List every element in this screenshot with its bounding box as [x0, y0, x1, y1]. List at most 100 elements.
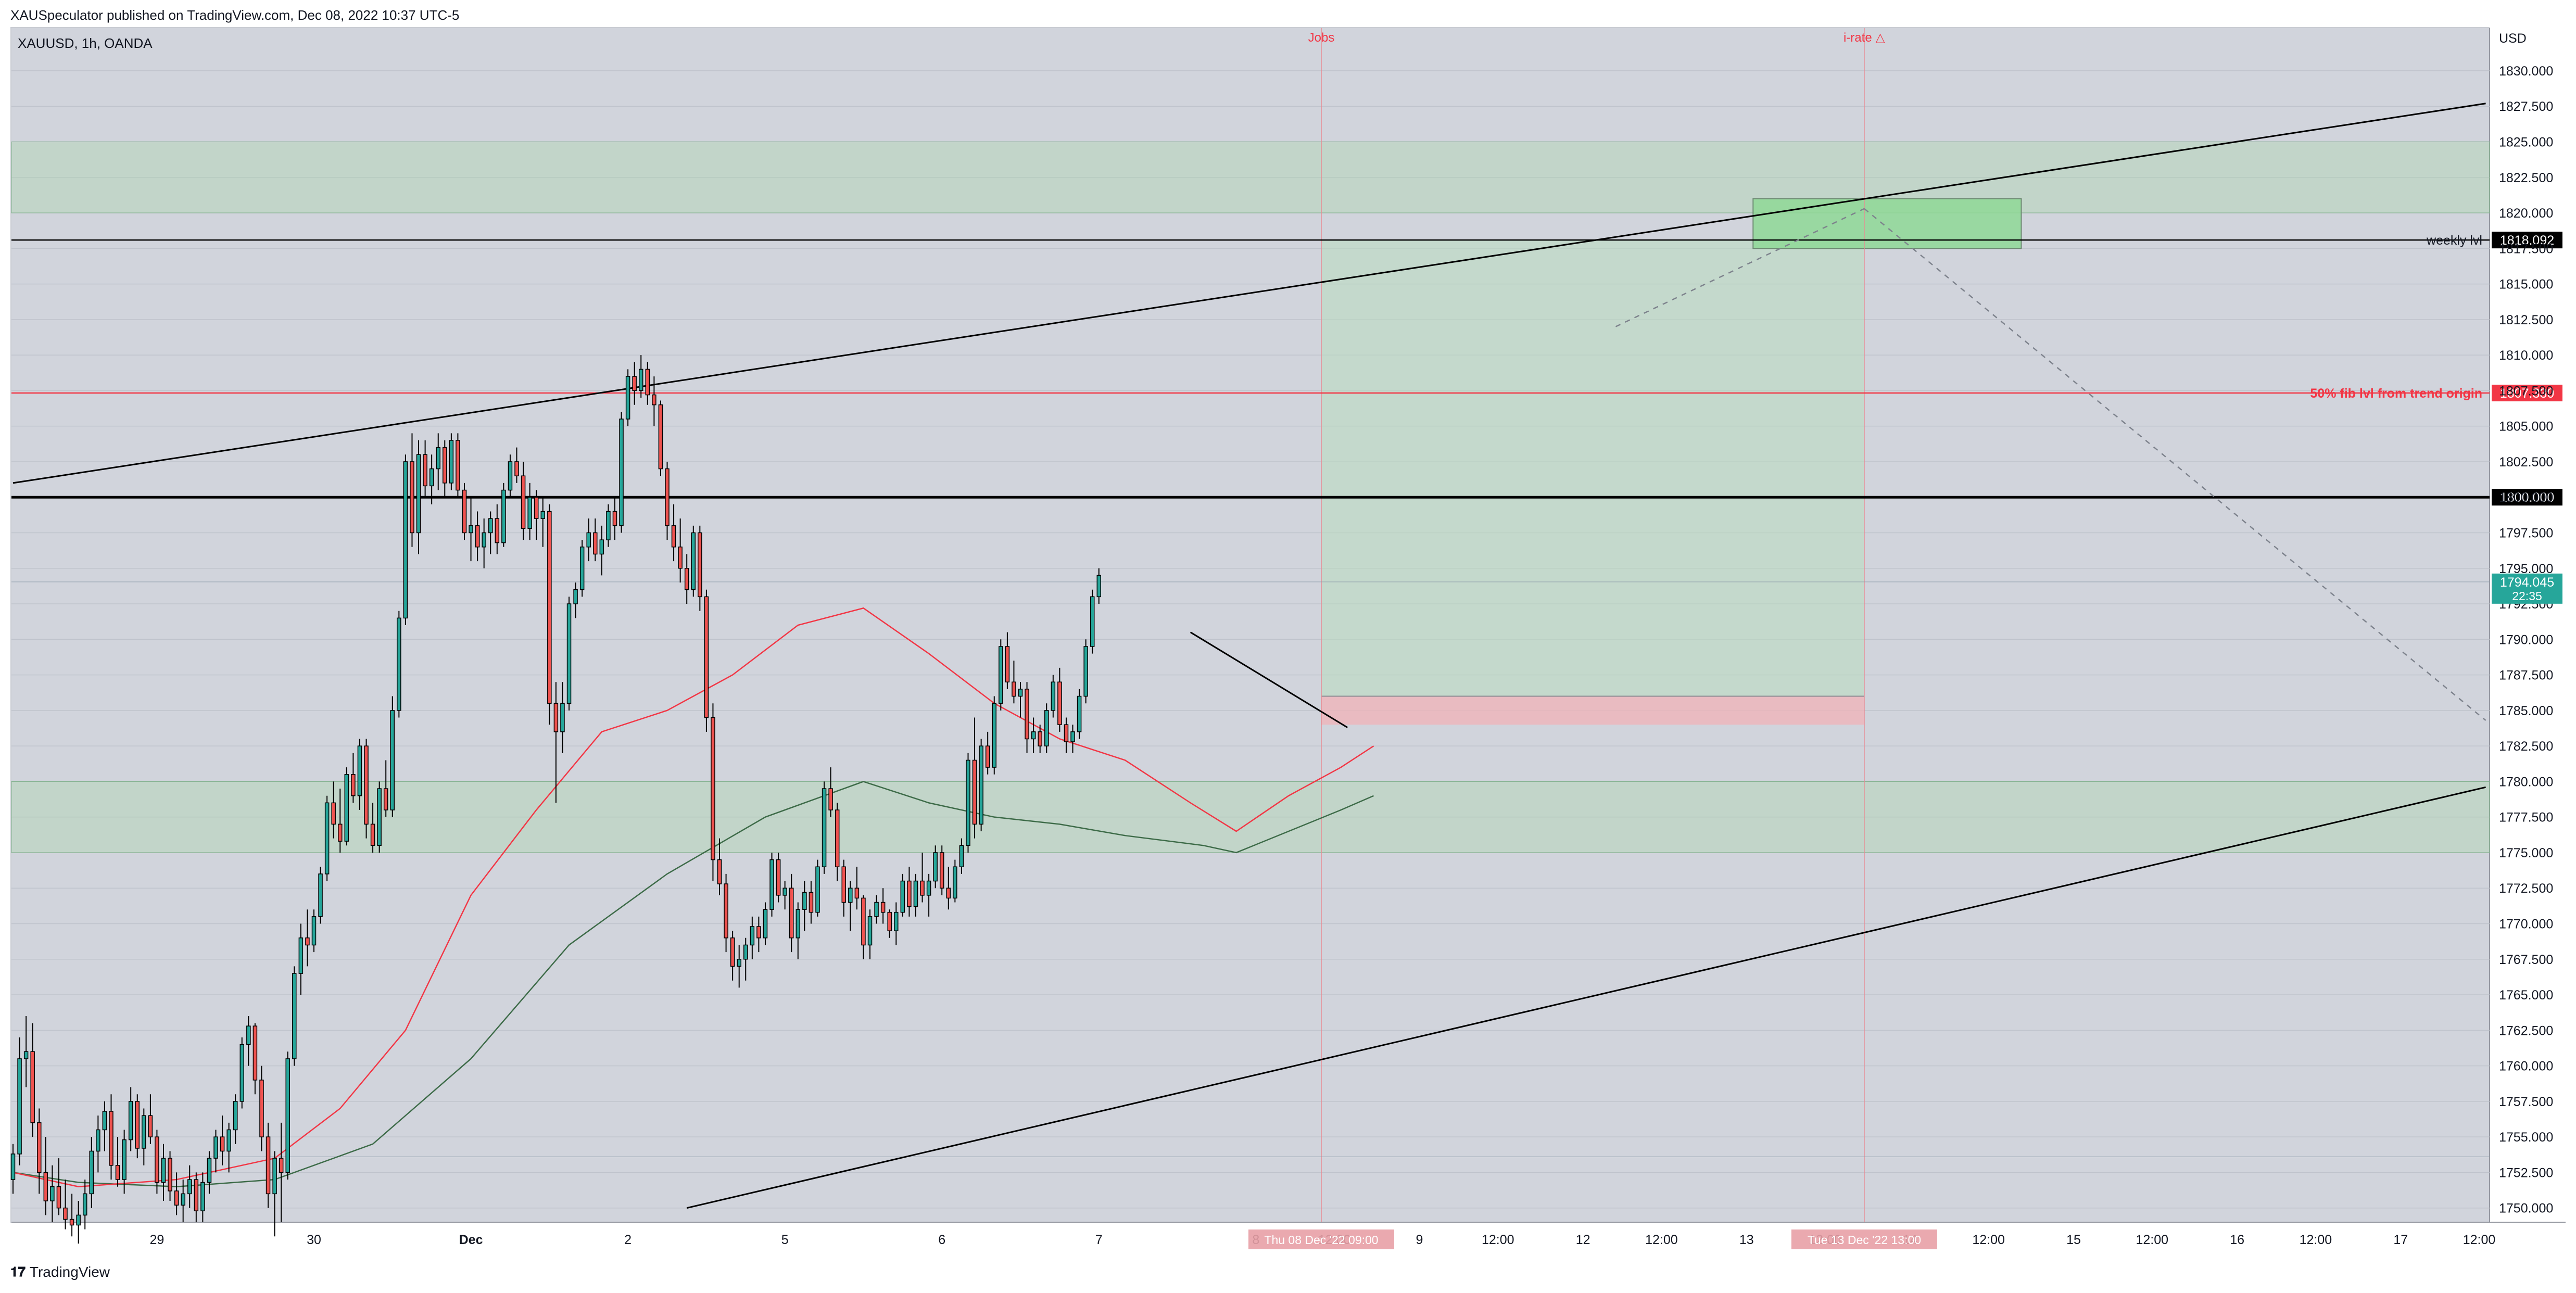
fib-level-label: 50% fib lvl from trend origin — [2310, 386, 2482, 401]
candle — [161, 1144, 166, 1201]
candle — [495, 504, 500, 554]
candle-body — [148, 1115, 153, 1137]
candle-body — [96, 1129, 100, 1152]
candle — [181, 1180, 185, 1222]
symbol-label: XAUUSD, 1h, OANDA — [18, 35, 153, 51]
x-tick-label: 30 — [307, 1233, 321, 1247]
candle-body — [573, 589, 578, 604]
candle-body — [1044, 710, 1049, 746]
candle-body — [638, 369, 643, 391]
candle-body — [841, 866, 847, 903]
candle — [815, 859, 820, 917]
candle — [540, 497, 546, 547]
candle — [933, 845, 938, 889]
candle — [698, 525, 702, 611]
candle — [841, 859, 847, 917]
plot-background — [11, 28, 2490, 1222]
candle-body — [436, 447, 440, 470]
candle-body — [874, 902, 879, 917]
candle-body — [913, 880, 918, 907]
candle — [553, 682, 559, 803]
candle-body — [292, 973, 297, 1059]
candle — [593, 518, 598, 562]
candle-body — [822, 788, 827, 868]
candle-body — [1083, 646, 1088, 697]
position-stop-area — [1321, 696, 1864, 725]
y-tick-label: 1825.000 — [2499, 135, 2553, 149]
candle — [612, 497, 617, 540]
candle-body — [606, 511, 611, 540]
candle — [966, 753, 970, 853]
candle — [573, 582, 578, 618]
breakout-line — [1190, 631, 1348, 728]
candle — [619, 412, 624, 533]
y-tick-label: 1817.500 — [2499, 242, 2553, 256]
candle — [743, 937, 748, 981]
candle-body — [226, 1129, 231, 1152]
candle — [344, 767, 349, 846]
candle-body — [579, 547, 585, 590]
candle — [913, 873, 918, 917]
candle-body — [508, 461, 513, 491]
candle-body — [443, 447, 447, 484]
candle — [920, 852, 925, 903]
candle-body — [652, 394, 656, 405]
x-tick-label: Dec — [459, 1233, 483, 1247]
y-tick-label: 1790.000 — [2499, 632, 2553, 647]
candle-body — [324, 802, 330, 874]
candle-body — [953, 866, 957, 899]
candle — [678, 518, 683, 583]
candle-body — [750, 926, 755, 946]
candle-body — [1064, 724, 1069, 742]
candle-body — [10, 1153, 16, 1180]
zone-upper-demand — [11, 141, 2490, 213]
candle — [566, 597, 572, 711]
candle — [1038, 725, 1042, 753]
candle — [534, 490, 539, 540]
candle — [96, 1115, 100, 1173]
candle-body — [835, 809, 840, 868]
candle — [207, 1151, 212, 1194]
candle-body — [30, 1051, 35, 1123]
y-tick-label: 1770.000 — [2499, 917, 2553, 932]
candle — [17, 1037, 22, 1165]
candle-body — [200, 1182, 205, 1211]
candle-body — [416, 454, 421, 534]
candle — [10, 1144, 16, 1194]
y-tick-label: 1772.500 — [2499, 881, 2553, 896]
candle — [599, 525, 604, 576]
candle-body — [658, 404, 663, 470]
y-tick-label: 1810.000 — [2499, 348, 2553, 363]
candle — [115, 1137, 120, 1187]
x-tick-label: 2 — [624, 1233, 632, 1247]
candle-body — [992, 703, 996, 768]
candle-body — [168, 1158, 172, 1191]
candle-body — [252, 1025, 258, 1081]
candle-body — [50, 1186, 55, 1201]
candle — [1083, 639, 1088, 704]
footer-brand: 𝟏𝟕 TradingView — [10, 1264, 110, 1281]
candle — [1044, 703, 1049, 753]
y-tick-label: 1750.000 — [2499, 1201, 2553, 1216]
x-tick-label: 12:00 — [1972, 1233, 2005, 1247]
candle — [756, 916, 761, 953]
candle — [324, 795, 330, 881]
candle — [632, 362, 637, 405]
fib-level-badge — [2492, 385, 2562, 402]
candle — [1018, 682, 1023, 718]
candle — [1012, 661, 1016, 704]
candle — [246, 1016, 251, 1066]
candle-body — [43, 1172, 48, 1201]
candle — [142, 1108, 146, 1165]
candle-body — [344, 774, 349, 842]
candle-body — [213, 1136, 218, 1159]
y-tick-label: 1822.500 — [2499, 171, 2553, 185]
candle-body — [383, 788, 388, 810]
candle-body — [311, 916, 317, 946]
y-tick-label: 1815.000 — [2499, 277, 2553, 292]
candle-body — [632, 376, 637, 391]
candle-body — [305, 937, 310, 946]
candle-body — [612, 511, 617, 526]
candle — [266, 1122, 271, 1208]
